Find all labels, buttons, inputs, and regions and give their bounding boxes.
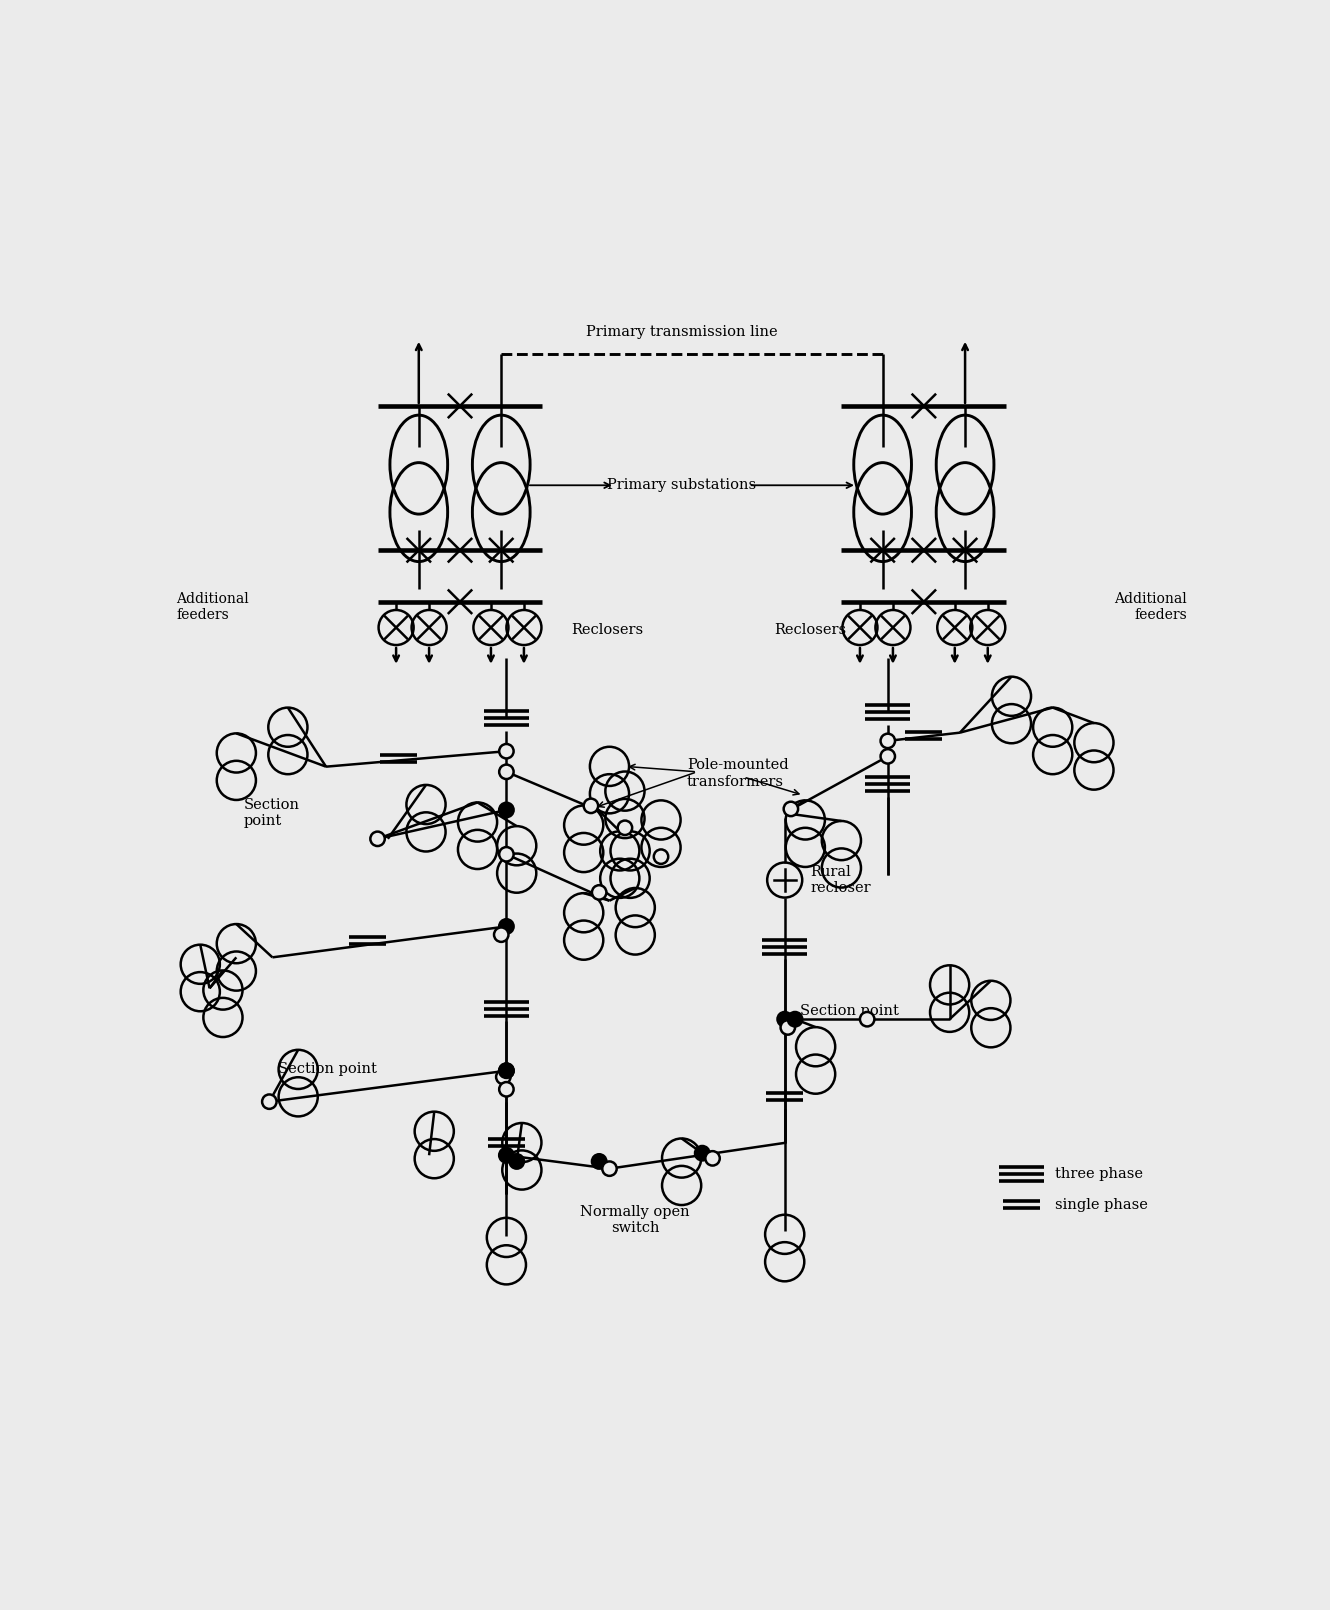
Circle shape: [499, 1082, 513, 1096]
Circle shape: [509, 1154, 524, 1169]
Text: Section point: Section point: [278, 1061, 376, 1075]
Text: Normally open
switch: Normally open switch: [580, 1204, 690, 1235]
Circle shape: [781, 1021, 795, 1035]
Circle shape: [778, 1013, 791, 1027]
Text: Reclosers: Reclosers: [774, 623, 847, 636]
Circle shape: [654, 850, 668, 865]
Text: Section
point: Section point: [243, 799, 299, 828]
Text: Rural
recloser: Rural recloser: [810, 865, 871, 895]
Text: Additional
feeders: Additional feeders: [1115, 592, 1186, 621]
Text: three phase: three phase: [1055, 1167, 1142, 1180]
Text: Primary substations: Primary substations: [606, 478, 757, 493]
Circle shape: [370, 832, 384, 845]
Circle shape: [499, 765, 513, 779]
Text: Pole-mounted
transformers: Pole-mounted transformers: [686, 758, 789, 789]
Circle shape: [499, 1064, 513, 1079]
Circle shape: [705, 1151, 720, 1166]
Circle shape: [880, 734, 895, 749]
Circle shape: [499, 1148, 513, 1162]
Circle shape: [499, 847, 513, 861]
Circle shape: [783, 802, 798, 816]
Circle shape: [861, 1013, 874, 1027]
Circle shape: [499, 919, 513, 934]
Circle shape: [592, 886, 606, 900]
Circle shape: [496, 1069, 511, 1084]
Circle shape: [602, 1161, 617, 1175]
Circle shape: [493, 927, 508, 942]
Text: Reclosers: Reclosers: [572, 623, 644, 636]
Circle shape: [499, 803, 513, 818]
Circle shape: [499, 744, 513, 758]
Circle shape: [262, 1095, 277, 1109]
Circle shape: [880, 749, 895, 763]
Circle shape: [617, 821, 632, 836]
Text: single phase: single phase: [1055, 1198, 1148, 1212]
Circle shape: [499, 1064, 513, 1079]
Circle shape: [696, 1146, 709, 1161]
Circle shape: [592, 1154, 606, 1169]
Circle shape: [787, 1013, 802, 1027]
Text: Section point: Section point: [801, 1005, 899, 1018]
Text: Primary transmission line: Primary transmission line: [585, 325, 778, 340]
Text: Additional
feeders: Additional feeders: [177, 592, 249, 621]
Circle shape: [584, 799, 598, 813]
